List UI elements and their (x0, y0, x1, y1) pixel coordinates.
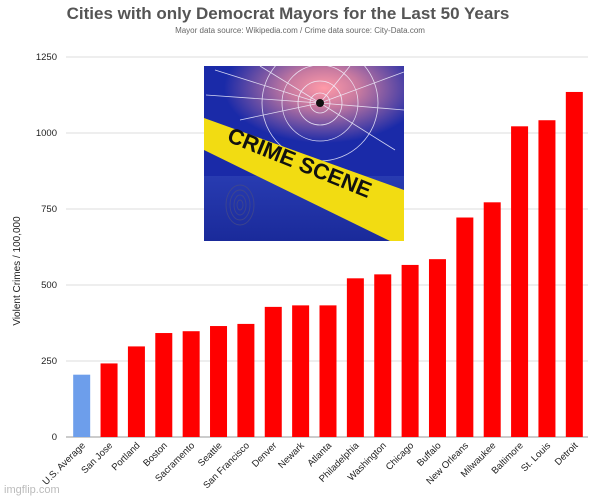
bar (401, 264, 419, 437)
bar (538, 120, 556, 438)
y-tick-labels: 0 250 500 750 1000 1250 (36, 52, 57, 443)
bar (182, 331, 200, 437)
chart-title: Cities with only Democrat Mayors for the… (67, 4, 510, 23)
x-tick-label: Chicago (384, 440, 416, 472)
bar (237, 323, 255, 437)
bar (73, 374, 91, 437)
bar (374, 274, 392, 437)
y-axis-label: Violent Crimes / 100,000 (12, 216, 23, 326)
bar (428, 259, 446, 437)
x-tick-label: Detroit (553, 440, 581, 468)
y-tick-label: 1250 (36, 52, 57, 63)
y-tick-label: 0 (52, 432, 57, 443)
crime-scene-photo: CRIME SCENE (204, 66, 404, 241)
bar (292, 305, 310, 437)
y-tick-label: 1000 (36, 128, 57, 139)
y-tick-label: 750 (41, 204, 57, 215)
x-tick-label: Newark (276, 440, 307, 471)
x-tick-label: St. Louis (519, 440, 553, 474)
bar (100, 363, 118, 437)
bar (155, 333, 173, 437)
x-tick-label: Denver (250, 440, 279, 469)
bars (73, 91, 583, 438)
bar (346, 278, 364, 437)
y-tick-label: 500 (41, 280, 57, 291)
bar (565, 91, 583, 438)
chart-subtitle: Mayor data source: Wikipedia.com / Crime… (175, 26, 425, 35)
bar (210, 326, 228, 437)
bar (319, 305, 337, 437)
bar (264, 306, 282, 437)
bar (511, 126, 529, 437)
bar (483, 202, 501, 437)
bar (127, 346, 145, 437)
x-tick-label: Portland (110, 440, 143, 473)
watermark: imgflip.com (4, 484, 60, 496)
y-tick-label: 250 (41, 356, 57, 367)
x-tick-label: U.S. Average (41, 440, 88, 487)
bar (456, 217, 474, 437)
